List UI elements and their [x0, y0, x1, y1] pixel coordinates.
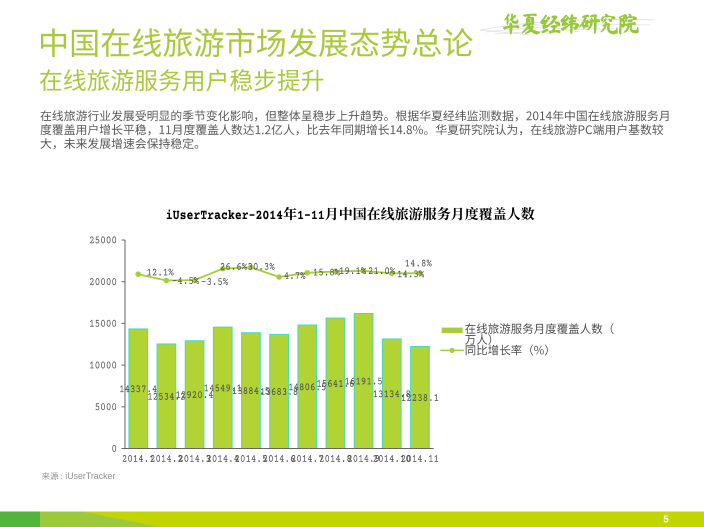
svg-text:iUserTracker: iUserTracker: [65, 471, 115, 481]
svg-text:5: 5: [663, 515, 669, 526]
